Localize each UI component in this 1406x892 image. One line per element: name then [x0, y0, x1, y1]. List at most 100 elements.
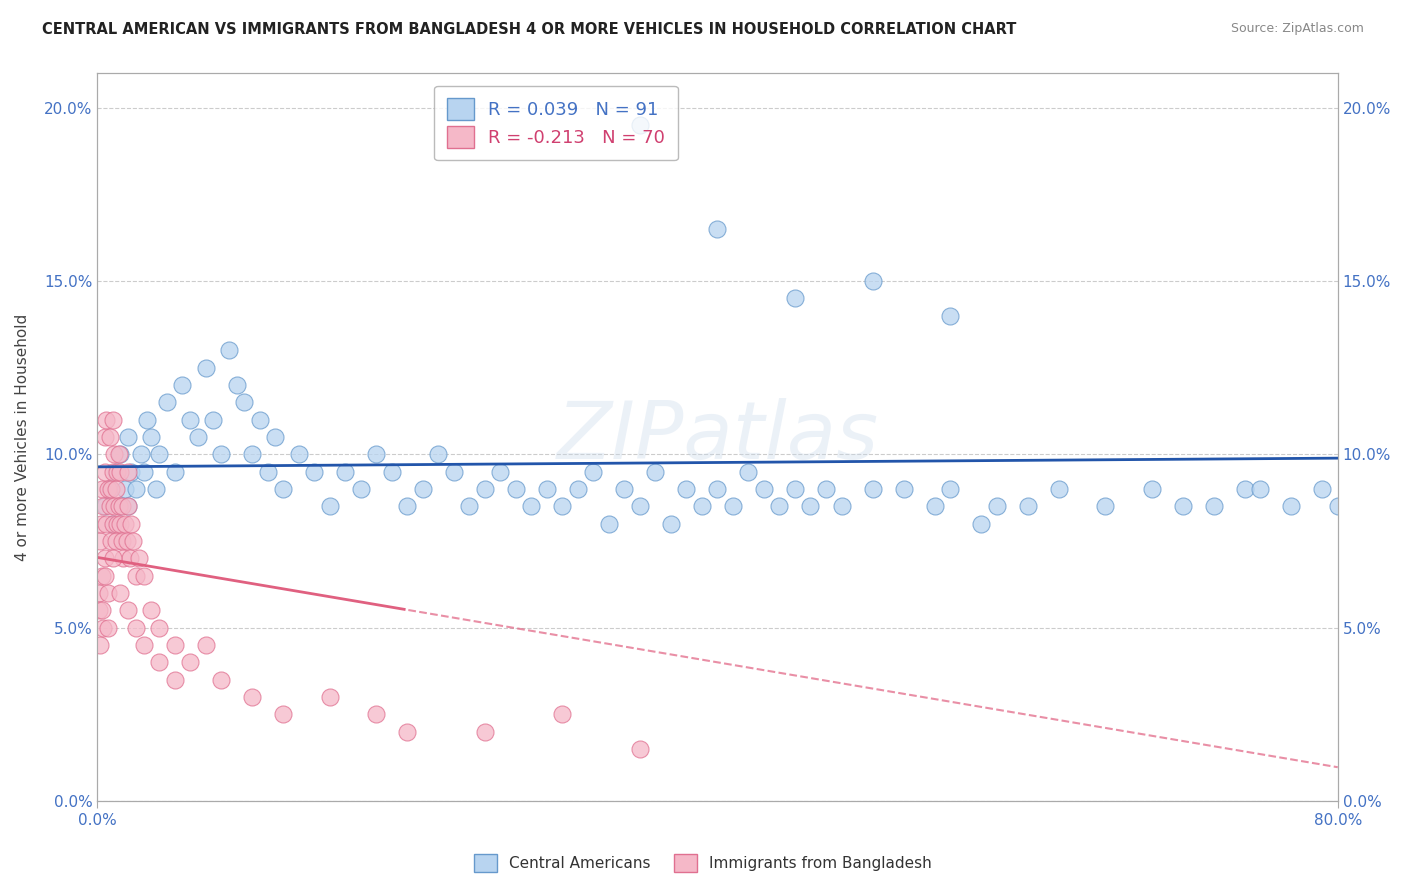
Point — [271, 482, 294, 496]
Point — [986, 500, 1008, 514]
Point — [117, 430, 139, 444]
Point — [1171, 500, 1194, 514]
Point — [118, 551, 141, 566]
Point — [233, 395, 256, 409]
Point — [218, 343, 240, 358]
Text: ZIPatlas: ZIPatlas — [557, 398, 879, 476]
Point — [366, 447, 388, 461]
Point — [644, 465, 666, 479]
Point — [117, 465, 139, 479]
Point — [458, 500, 481, 514]
Point — [148, 621, 170, 635]
Point — [628, 500, 651, 514]
Point — [1140, 482, 1163, 496]
Point — [179, 413, 201, 427]
Point — [163, 465, 186, 479]
Point — [91, 621, 114, 635]
Point — [112, 551, 135, 566]
Point — [89, 603, 111, 617]
Y-axis label: 4 or more Vehicles in Household: 4 or more Vehicles in Household — [15, 313, 30, 561]
Point — [125, 482, 148, 496]
Point — [114, 482, 136, 496]
Point — [1279, 500, 1302, 514]
Point — [87, 586, 110, 600]
Point — [110, 516, 132, 531]
Point — [117, 500, 139, 514]
Point — [737, 465, 759, 479]
Point — [489, 465, 512, 479]
Point — [91, 500, 114, 514]
Point — [90, 516, 112, 531]
Point — [752, 482, 775, 496]
Point — [194, 638, 217, 652]
Point — [97, 621, 120, 635]
Point — [598, 516, 620, 531]
Point — [105, 465, 128, 479]
Point — [249, 413, 271, 427]
Point — [163, 638, 186, 652]
Point — [89, 638, 111, 652]
Point — [89, 534, 111, 549]
Point — [970, 516, 993, 531]
Point — [1017, 500, 1039, 514]
Point — [97, 482, 120, 496]
Point — [862, 482, 884, 496]
Point — [240, 690, 263, 705]
Point — [104, 482, 127, 496]
Point — [613, 482, 636, 496]
Point — [551, 707, 574, 722]
Point — [172, 378, 194, 392]
Point — [706, 222, 728, 236]
Point — [94, 551, 117, 566]
Point — [783, 291, 806, 305]
Point — [132, 465, 155, 479]
Point — [396, 500, 419, 514]
Point — [319, 500, 342, 514]
Point — [179, 656, 201, 670]
Point — [104, 534, 127, 549]
Point — [141, 603, 163, 617]
Legend: R = 0.039   N = 91, R = -0.213   N = 70: R = 0.039 N = 91, R = -0.213 N = 70 — [434, 86, 678, 161]
Point — [675, 482, 697, 496]
Point — [94, 430, 117, 444]
Point — [659, 516, 682, 531]
Point — [202, 413, 225, 427]
Point — [97, 586, 120, 600]
Point — [148, 656, 170, 670]
Point — [187, 430, 209, 444]
Point — [101, 551, 124, 566]
Point — [145, 482, 167, 496]
Legend: Central Americans, Immigrants from Bangladesh: Central Americans, Immigrants from Bangl… — [467, 846, 939, 880]
Text: CENTRAL AMERICAN VS IMMIGRANTS FROM BANGLADESH 4 OR MORE VEHICLES IN HOUSEHOLD C: CENTRAL AMERICAN VS IMMIGRANTS FROM BANG… — [42, 22, 1017, 37]
Point — [287, 447, 309, 461]
Point — [163, 673, 186, 687]
Point — [98, 430, 121, 444]
Point — [366, 707, 388, 722]
Point — [96, 516, 118, 531]
Point — [240, 447, 263, 461]
Point — [108, 500, 131, 514]
Point — [101, 516, 124, 531]
Point — [1094, 500, 1116, 514]
Point — [302, 465, 325, 479]
Point — [103, 500, 125, 514]
Point — [105, 516, 128, 531]
Point — [104, 465, 127, 479]
Point — [505, 482, 527, 496]
Point — [381, 465, 404, 479]
Point — [567, 482, 589, 496]
Point — [108, 447, 131, 461]
Point — [1310, 482, 1333, 496]
Point — [628, 742, 651, 756]
Point — [117, 500, 139, 514]
Point — [474, 482, 496, 496]
Point — [121, 534, 143, 549]
Point — [209, 673, 232, 687]
Point — [98, 482, 121, 496]
Point — [117, 603, 139, 617]
Point — [194, 360, 217, 375]
Text: Source: ZipAtlas.com: Source: ZipAtlas.com — [1230, 22, 1364, 36]
Point — [862, 274, 884, 288]
Point — [96, 413, 118, 427]
Point — [412, 482, 434, 496]
